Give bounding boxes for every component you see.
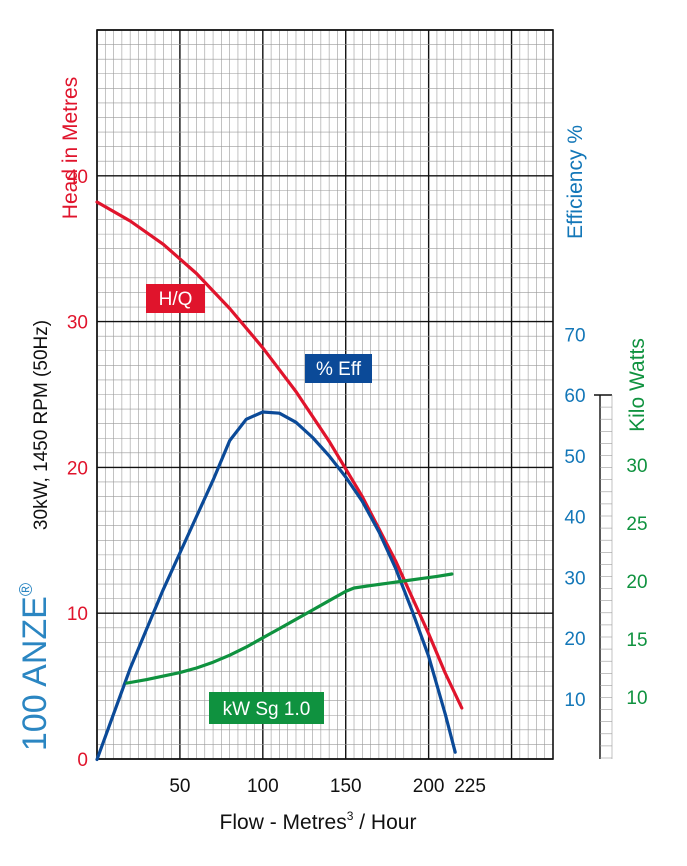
power-tick-label: 30 — [626, 456, 647, 477]
efficiency-tick-label: 30 — [564, 568, 585, 589]
kw-series-tag: kW Sg 1.0 — [209, 692, 324, 724]
head-tick-label: 0 — [77, 750, 88, 771]
x-tick-label: 225 — [454, 776, 486, 797]
efficiency-tick-label: 70 — [564, 325, 585, 346]
power-tick-label: 10 — [626, 688, 647, 709]
efficiency-axis-title: Efficiency % — [564, 125, 587, 239]
head-tick-label: 10 — [67, 604, 88, 625]
kw-tag-box — [209, 692, 324, 724]
model-name-label: 100 ANZE® — [16, 583, 54, 751]
power-tick-label: 20 — [626, 572, 647, 593]
efficiency-tick-label: 50 — [564, 447, 585, 468]
model-name-text: 100 ANZE — [16, 596, 54, 751]
eff-series-tag: % Eff — [305, 354, 372, 383]
model-spec-label: 30kW, 1450 RPM (50Hz) — [31, 320, 52, 530]
power-tick-label: 25 — [626, 514, 647, 535]
kw-tag-label: kW Sg 1.0 — [223, 699, 311, 720]
head-axis-title: Head in Metres — [59, 77, 82, 219]
efficiency-tick-label: 10 — [564, 690, 585, 711]
power-axis-title: Kilo Watts — [626, 338, 649, 432]
chart-curves — [95, 200, 464, 762]
x-axis-title-text: Flow - Metres — [220, 811, 347, 834]
x-tick-label: 100 — [247, 776, 279, 797]
x-axis-title-superscript: 3 — [347, 809, 354, 823]
plot-frame — [96, 29, 554, 760]
power-tick-label: 15 — [626, 630, 647, 651]
x-tick-label: 50 — [169, 776, 190, 797]
head-tick-label: 40 — [67, 167, 88, 188]
efficiency-tick-label: 20 — [564, 629, 585, 650]
head-curve — [95, 200, 464, 710]
x-axis-title: Flow - Metres3 / Hour — [220, 809, 417, 834]
model-registered-mark: ® — [16, 583, 36, 596]
hq-series-tag: H/Q — [146, 284, 205, 313]
chart-tick-labels: 50 100 150 200 225 0 10 20 30 40 10 20 30 40 50 60 70 10 1… — [67, 167, 648, 797]
hq-tag-box — [146, 284, 205, 313]
x-tick-label: 150 — [330, 776, 362, 797]
eff-tag-box — [305, 354, 372, 383]
chart-grid — [96, 29, 613, 760]
efficiency-tick-label: 40 — [564, 508, 585, 529]
power-curve — [125, 572, 454, 685]
efficiency-tick-label: 60 — [564, 386, 585, 407]
eff-tag-label: % Eff — [316, 359, 362, 380]
head-tick-label: 20 — [67, 458, 88, 479]
x-axis-title-suffix: / Hour — [353, 811, 416, 834]
hq-tag-label: H/Q — [159, 289, 193, 310]
x-tick-label: 200 — [413, 776, 445, 797]
head-tick-label: 30 — [67, 313, 88, 334]
